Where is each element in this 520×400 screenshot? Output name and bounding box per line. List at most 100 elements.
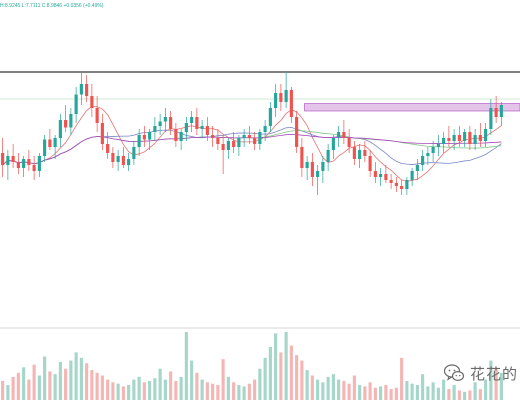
volume-bar [137, 376, 141, 400]
volume-bar [90, 370, 94, 400]
candle [11, 144, 15, 168]
candle [421, 150, 425, 171]
candle-body [421, 156, 425, 165]
candle-body [85, 84, 89, 96]
candle [289, 87, 293, 123]
volume-bar [16, 372, 20, 400]
volume-bar [310, 375, 314, 400]
volume-bar [379, 386, 383, 400]
volume-bar [79, 357, 83, 400]
candle [358, 144, 362, 168]
candle-body [300, 147, 304, 168]
candle-body [499, 105, 503, 117]
volume-bar [316, 379, 320, 400]
price-candles [1, 72, 503, 195]
volume-bar [326, 376, 330, 400]
volume-bar [279, 352, 283, 400]
candle-body [53, 138, 57, 147]
candle [95, 96, 99, 132]
candle [64, 105, 68, 132]
volume-bar [342, 380, 346, 400]
candle-body [258, 132, 262, 144]
candle [447, 126, 451, 147]
candle [221, 135, 225, 174]
candle [247, 126, 251, 144]
candle [43, 135, 47, 162]
candle-body [494, 108, 498, 117]
volume-bar [473, 382, 477, 400]
candle-body [174, 129, 178, 141]
volume-bar [111, 382, 115, 400]
candle-body [242, 135, 246, 138]
candle [279, 84, 283, 111]
candle-body [326, 150, 330, 162]
candle [116, 150, 120, 171]
ohlc-readout: H:8.9245 L:7.7111 C:8.9846 +0.0356 (+0.4… [0, 3, 104, 9]
candle [405, 177, 409, 195]
candle [394, 177, 398, 192]
moving-average-lines [2, 105, 502, 182]
volume-bar [295, 355, 299, 400]
candle [337, 126, 341, 147]
candle [74, 87, 78, 123]
candle-body [216, 138, 220, 144]
volume-bar [205, 382, 209, 400]
candle [153, 117, 157, 141]
candle-body [190, 117, 194, 123]
candle [305, 156, 309, 180]
candle-body [489, 108, 493, 129]
candle-body [58, 120, 62, 138]
candle [200, 120, 204, 138]
candle-body [121, 156, 125, 165]
volume-bar [242, 386, 246, 400]
candle [190, 111, 194, 132]
candle [132, 141, 136, 165]
volume-bar [127, 385, 131, 400]
volume-bar [494, 368, 498, 400]
volume-bar [484, 379, 488, 400]
candle [463, 129, 467, 147]
candle-body [268, 108, 272, 126]
candle-body [200, 126, 204, 129]
candle-body [379, 174, 383, 177]
ma-short-line [2, 105, 502, 182]
candle [431, 141, 435, 162]
candle [121, 147, 125, 168]
candle [400, 180, 404, 195]
candle [379, 168, 383, 186]
volume-bar [121, 386, 125, 400]
volume-bar [184, 332, 188, 400]
candle-body [342, 132, 346, 138]
candle-body [211, 135, 215, 138]
candle-body [400, 186, 404, 189]
candle-body [16, 162, 20, 168]
volume-bar [268, 346, 272, 400]
candle [1, 138, 5, 177]
candle-body [111, 153, 115, 162]
volume-bar [368, 382, 372, 400]
volume-bar [394, 387, 398, 400]
volume-bar [6, 385, 10, 400]
volume-bar [195, 372, 199, 400]
candle-body [358, 150, 362, 159]
candle-body [11, 156, 15, 162]
candle-body [6, 156, 10, 165]
volume-bar [321, 382, 325, 400]
candle [284, 72, 288, 108]
candle-body [295, 117, 299, 147]
candle [384, 165, 388, 183]
candle [48, 129, 52, 150]
volume-bar [190, 360, 194, 400]
candle-body [305, 162, 309, 168]
candle [310, 153, 314, 186]
candle-body [352, 147, 356, 159]
candle [321, 156, 325, 183]
candle-body [148, 132, 152, 140]
candle [22, 156, 26, 177]
volume-bar [442, 379, 446, 400]
volume-bar [274, 333, 278, 400]
candle [426, 147, 430, 165]
candle [253, 132, 257, 150]
candle [452, 129, 456, 150]
